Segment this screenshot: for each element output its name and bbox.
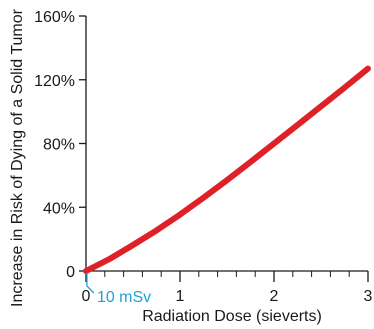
annotation-layer: 10 mSv	[86, 273, 151, 306]
annotation-label: 10 mSv	[97, 289, 151, 306]
y-tick-label: 160%	[34, 9, 75, 26]
x-tick-label: 0	[82, 288, 91, 305]
y-axis-title: Increase in Risk of Dying of a Solid Tum…	[9, 8, 26, 307]
y-axis: 0 40% 80% 120% 160%	[34, 9, 87, 281]
x-tick-label: 1	[176, 288, 185, 305]
y-tick-label: 40%	[43, 200, 75, 217]
series-line	[83, 65, 371, 274]
y-tick-label: 0	[66, 264, 75, 281]
annotation-leader	[86, 273, 95, 294]
x-axis: 0 1 2 3	[82, 270, 373, 305]
x-axis-title: Radiation Dose (sieverts)	[142, 308, 322, 325]
x-tick-label: 3	[364, 288, 373, 305]
y-tick-label: 120%	[34, 73, 75, 90]
series-layer	[83, 65, 371, 274]
x-tick-label: 2	[270, 288, 279, 305]
y-tick-label: 80%	[43, 137, 75, 154]
